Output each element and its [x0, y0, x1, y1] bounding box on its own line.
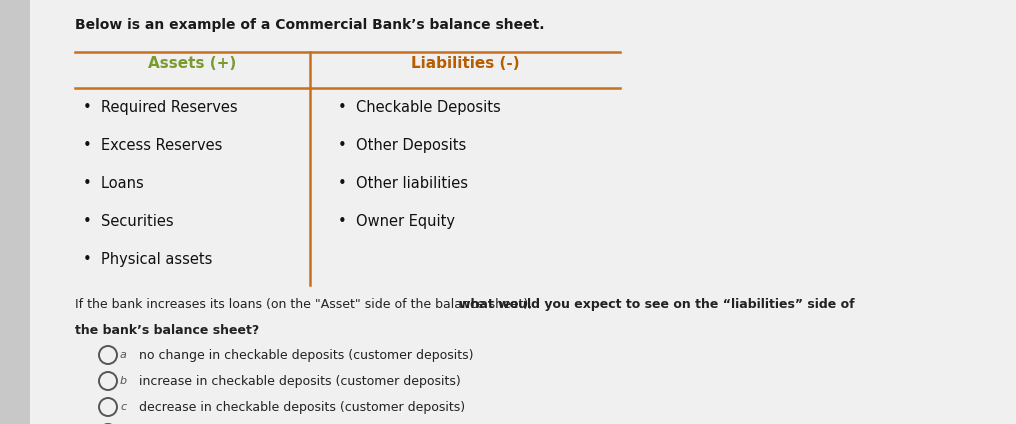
- Text: •  Checkable Deposits: • Checkable Deposits: [338, 100, 501, 115]
- Text: increase in checkable deposits (customer deposits): increase in checkable deposits (customer…: [139, 374, 460, 388]
- Text: Assets (+): Assets (+): [148, 56, 237, 71]
- Text: the bank’s balance sheet?: the bank’s balance sheet?: [75, 324, 259, 337]
- Text: Liabilities (-): Liabilities (-): [410, 56, 519, 71]
- Text: If the bank increases its loans (on the "Asset" side of the balance sheet),: If the bank increases its loans (on the …: [75, 298, 536, 311]
- Text: •  Required Reserves: • Required Reserves: [83, 100, 238, 115]
- Text: no change in checkable deposits (customer deposits): no change in checkable deposits (custome…: [139, 349, 473, 362]
- Text: •  Loans: • Loans: [83, 176, 143, 191]
- Text: c: c: [120, 402, 126, 412]
- Text: b: b: [120, 376, 127, 386]
- Text: •  Excess Reserves: • Excess Reserves: [83, 138, 223, 153]
- Text: what would you expect to see on the “liabilities” side of: what would you expect to see on the “lia…: [459, 298, 854, 311]
- Text: •  Securities: • Securities: [83, 214, 174, 229]
- Text: •  Owner Equity: • Owner Equity: [338, 214, 455, 229]
- Text: •  Physical assets: • Physical assets: [83, 252, 212, 267]
- FancyBboxPatch shape: [30, 0, 1016, 424]
- Text: •  Other Deposits: • Other Deposits: [338, 138, 466, 153]
- Text: a: a: [120, 350, 127, 360]
- Text: •  Other liabilities: • Other liabilities: [338, 176, 468, 191]
- Text: decrease in checkable deposits (customer deposits): decrease in checkable deposits (customer…: [139, 401, 465, 413]
- Text: Below is an example of a Commercial Bank’s balance sheet.: Below is an example of a Commercial Bank…: [75, 18, 545, 32]
